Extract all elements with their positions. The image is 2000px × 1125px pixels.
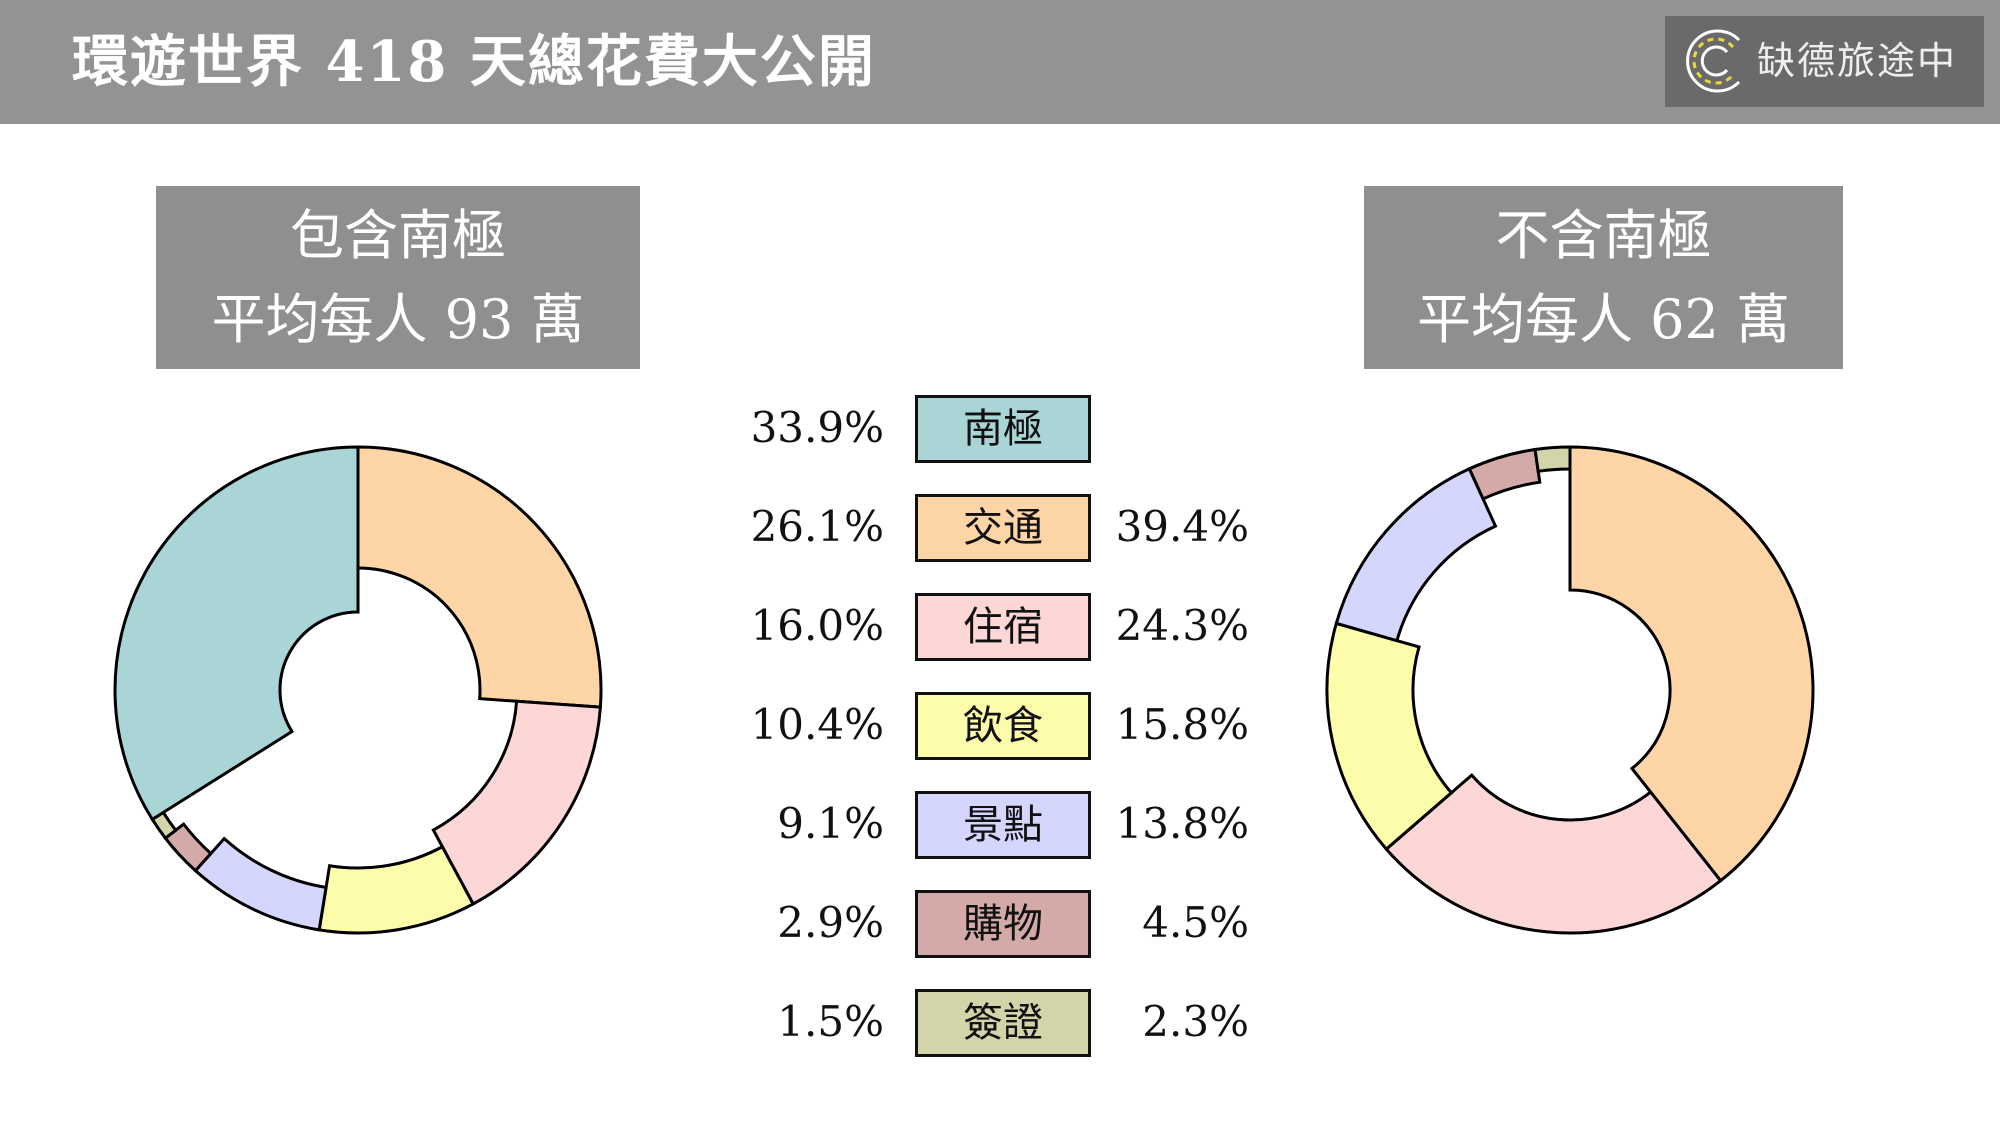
- legend-swatch-label: 景點: [915, 791, 1091, 859]
- caption-right-line1: 不含南極: [1495, 204, 1712, 267]
- legend-right-percent: 15.8%: [1115, 700, 1249, 749]
- legend-right-percent: 13.8%: [1115, 799, 1249, 848]
- legend-right-percent: 2.3%: [1142, 997, 1249, 1046]
- legend-swatch-label: 簽證: [915, 989, 1091, 1057]
- legend-left-percent: 10.4%: [750, 700, 884, 749]
- caption-right-line2: 平均每人 62 萬: [1416, 288, 1791, 351]
- legend-row: 16.0% 住宿 24.3%: [0, 593, 2000, 661]
- donut-slice-交通: [356, 445, 603, 709]
- legend-left-percent: 1.5%: [777, 997, 884, 1046]
- page-title: 環遊世界 418 天總花費大公開: [72, 29, 876, 95]
- legend-right-percent: 24.3%: [1115, 601, 1249, 650]
- legend-swatch-label: 交通: [915, 494, 1091, 562]
- legend-left-percent: 26.1%: [750, 502, 884, 551]
- legend-left-percent: 16.0%: [750, 601, 884, 650]
- legend-left-percent: 9.1%: [777, 799, 884, 848]
- legend-right-percent: 39.4%: [1115, 502, 1249, 551]
- header-bar: 環遊世界 418 天總花費大公開 缺德旅途中: [0, 0, 2000, 124]
- caption-with-antarctica: 包含南極 平均每人 93 萬: [156, 186, 640, 369]
- brand-logo: 缺德旅途中: [1665, 16, 1984, 107]
- legend-row: 10.4% 飲食 15.8%: [0, 692, 2000, 760]
- legend-row: 26.1% 交通 39.4%: [0, 494, 2000, 562]
- legend-right-percent: 4.5%: [1142, 898, 1249, 947]
- legend-left-percent: 2.9%: [777, 898, 884, 947]
- legend-swatch-label: 南極: [915, 395, 1091, 463]
- legend-row: 33.9% 南極: [0, 395, 2000, 463]
- donut-slice-交通: [1568, 445, 1815, 883]
- legend-row: 9.1% 景點 13.8%: [0, 791, 2000, 859]
- caption-left-line1: 包含南極: [290, 204, 506, 267]
- donut-slice-住宿: [1384, 773, 1723, 935]
- brand-name: 缺德旅途中: [1757, 39, 1958, 83]
- donut-slice-購物: [163, 822, 213, 873]
- legend-row: 2.9% 購物 4.5%: [0, 890, 2000, 958]
- legend-row: 1.5% 簽證 2.3%: [0, 989, 2000, 1057]
- caption-left-line2: 平均每人 93 萬: [211, 288, 585, 351]
- caption-without-antarctica: 不含南極 平均每人 62 萬: [1364, 186, 1843, 369]
- road-c-icon: [1686, 29, 1741, 93]
- legend-swatch-label: 住宿: [915, 593, 1091, 661]
- legend-swatch-label: 飲食: [915, 692, 1091, 760]
- donut-slice-簽證: [1533, 445, 1572, 473]
- donut-slice-南極: [113, 445, 360, 822]
- legend-swatch-label: 購物: [915, 890, 1091, 958]
- legend-left-percent: 33.9%: [750, 403, 884, 452]
